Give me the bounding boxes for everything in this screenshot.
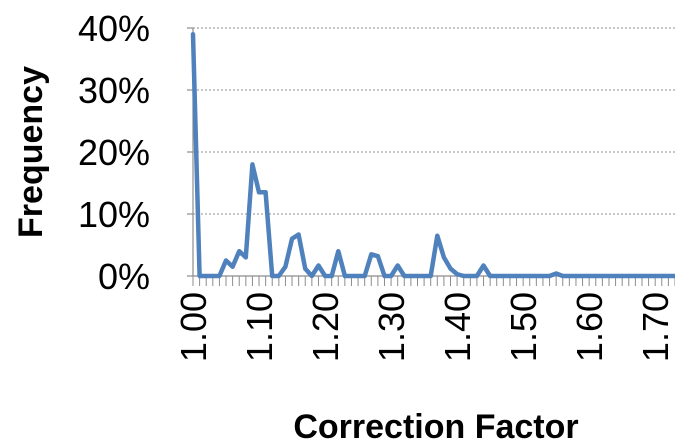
series-line — [190, 31, 675, 279]
y-tick-label: 10% — [78, 194, 150, 235]
y-tick-label: 0% — [98, 256, 150, 297]
x-tick-label: 1.30 — [371, 292, 412, 362]
x-tick-label: 1.40 — [437, 292, 478, 362]
gridlines — [193, 27, 675, 215]
y-axis-title: Frequency — [12, 66, 50, 238]
y-tick-labels: 0% 10% 20% 30% 40% — [78, 8, 150, 297]
x-tick-label: 1.50 — [503, 292, 544, 362]
x-tick-labels: 1.00 1.10 1.20 1.30 1.40 1.50 1.60 1.70 — [173, 292, 675, 362]
x-tick-label: 1.10 — [239, 292, 280, 362]
y-tick-label: 40% — [78, 8, 150, 49]
x-axis-title: Correction Factor — [293, 408, 578, 446]
x-tick-label: 1.60 — [569, 292, 610, 362]
y-tick-label: 20% — [78, 132, 150, 173]
x-tick-label: 1.20 — [305, 292, 346, 362]
tick-marks — [187, 27, 675, 286]
series-layer — [190, 31, 675, 279]
x-tick-label: 1.70 — [635, 292, 675, 362]
y-tick-label: 30% — [78, 70, 150, 111]
x-tick-label: 1.00 — [173, 292, 214, 362]
